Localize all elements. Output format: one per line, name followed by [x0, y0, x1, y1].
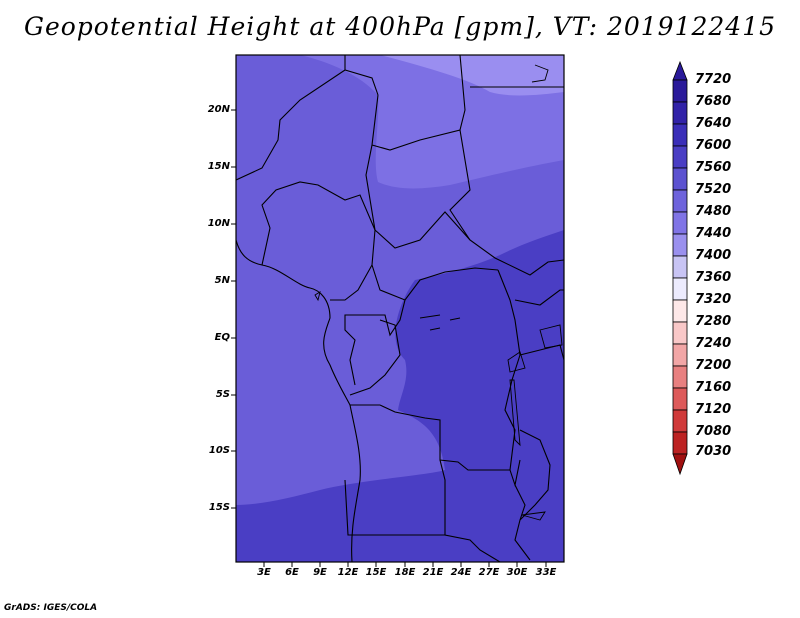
colorbar-swatch [672, 101, 688, 125]
colorbar-swatch [672, 431, 688, 455]
colorbar-label: 7560 [695, 160, 732, 175]
colorbar-label: 7440 [695, 226, 732, 241]
lon-label: 9E [313, 567, 327, 578]
colorbar-swatch [672, 343, 688, 367]
colorbar-swatch [672, 189, 688, 213]
colorbar [672, 60, 688, 476]
colorbar-label: 7280 [695, 314, 732, 329]
colorbar-label: 7360 [695, 270, 732, 285]
credit-label: GrADS: IGES/COLA [4, 603, 98, 613]
lat-label: 5N [214, 275, 230, 286]
colorbar-swatch [672, 233, 688, 257]
lat-ticks [231, 109, 236, 509]
lon-label: 27E [478, 567, 500, 578]
colorbar-label: 7680 [695, 94, 732, 109]
colorbar-swatch [672, 299, 688, 323]
colorbar-swatch [672, 123, 688, 147]
lat-label: 10N [207, 218, 230, 229]
colorbar-label: 7240 [695, 336, 732, 351]
lon-label: 12E [337, 567, 359, 578]
lon-label: 3E [257, 567, 271, 578]
lon-label: 18E [394, 567, 416, 578]
colorbar-swatch [672, 277, 688, 301]
colorbar-swatch [672, 387, 688, 411]
lat-label: 20N [207, 104, 230, 115]
colorbar-swatch [672, 255, 688, 279]
lon-label: 15E [365, 567, 387, 578]
west-africa-coast [236, 239, 361, 562]
colorbar-swatch [672, 145, 688, 169]
colorbar-label: 7080 [695, 424, 732, 439]
colorbar-label: 7320 [695, 292, 732, 307]
colorbar-swatch [672, 321, 688, 345]
colorbar-top-arrow [672, 60, 688, 81]
lon-label: 33E [535, 567, 557, 578]
lat-label: 10S [208, 445, 230, 456]
lon-label: 6E [285, 567, 299, 578]
contour-7480-north [380, 55, 564, 96]
lon-label: 24E [450, 567, 472, 578]
colorbar-label: 7520 [695, 182, 732, 197]
lat-label: 5S [215, 389, 230, 400]
lat-label: 15N [207, 161, 230, 172]
lon-ticks [263, 562, 547, 567]
lat-label: EQ [214, 332, 230, 343]
borders [236, 55, 564, 562]
colorbar-swatch [672, 167, 688, 191]
colorbar-swatch [672, 211, 688, 235]
colorbar-swatch [672, 409, 688, 433]
colorbar-label: 7030 [695, 444, 732, 459]
colorbar-swatch [672, 79, 688, 103]
colorbar-label: 7400 [695, 248, 732, 263]
colorbar-label: 7480 [695, 204, 732, 219]
map-title: Geopotential Height at 400hPa [gpm], VT:… [23, 12, 777, 41]
height-field [236, 55, 564, 562]
colorbar-swatch [672, 365, 688, 389]
colorbar-bottom-arrow [672, 453, 688, 476]
lat-label: 15S [208, 502, 230, 513]
colorbar-label: 7160 [695, 380, 732, 395]
lon-label: 30E [506, 567, 528, 578]
colorbar-label: 7600 [695, 138, 732, 153]
colorbar-label: 7720 [695, 72, 732, 87]
colorbar-label: 7120 [695, 402, 732, 417]
contour-7600 [236, 230, 564, 562]
colorbar-label: 7200 [695, 358, 732, 373]
map-frame [235, 54, 565, 563]
colorbar-label: 7640 [695, 116, 732, 131]
lon-label: 21E [422, 567, 444, 578]
